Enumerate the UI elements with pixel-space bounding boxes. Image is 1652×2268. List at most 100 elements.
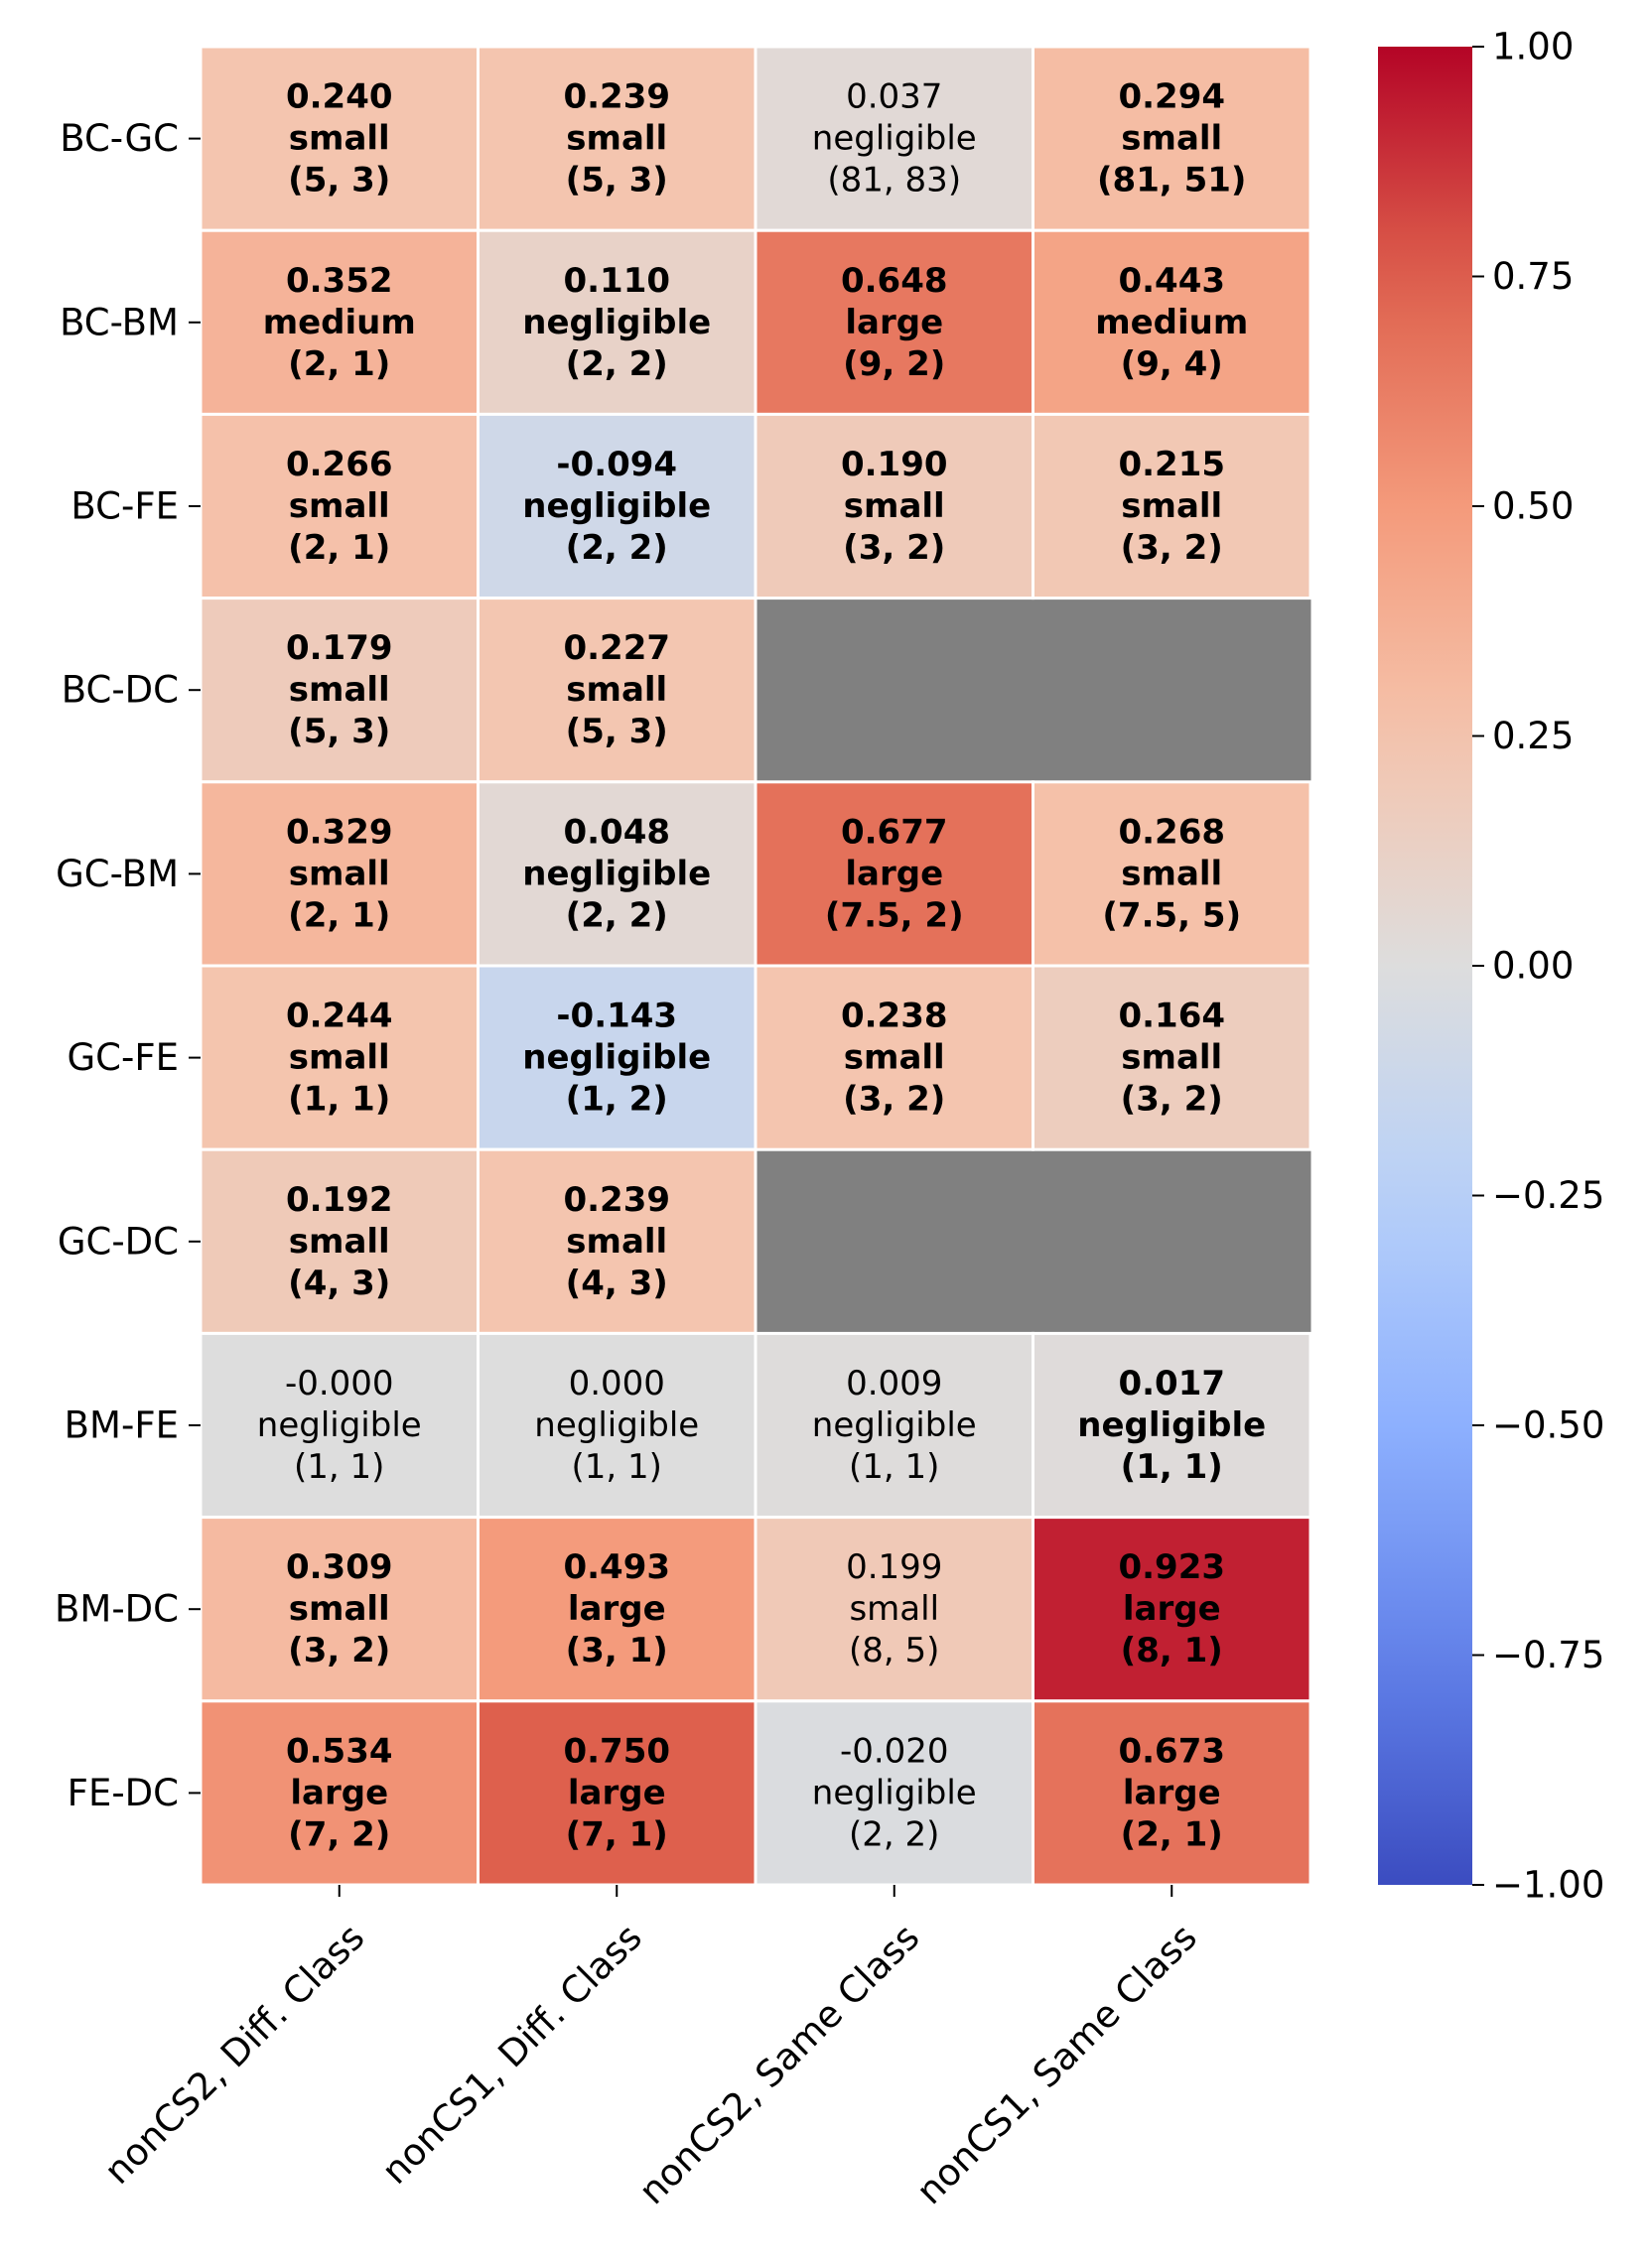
colorbar: 1.00 0.75 0.50 0.25 0.00 −0.25 −0.50 −0.75 −1.00 <box>1378 26 1604 1907</box>
cell-effect-label: large <box>568 1773 666 1812</box>
cell-value-label: 0.000 <box>569 1364 665 1403</box>
cell-fill <box>199 597 480 784</box>
cell-medians-label: (7, 1) <box>566 1814 668 1854</box>
cell-medians-label: (2, 2) <box>566 344 668 384</box>
cell-medians-label: (8, 5) <box>849 1631 939 1670</box>
colorbar-tick-label: 0.00 <box>1492 945 1574 988</box>
cell-value-label: 0.192 <box>286 1180 393 1220</box>
cell-effect-label: negligible <box>522 303 711 342</box>
cell-value-label: 0.294 <box>1118 77 1225 117</box>
cell-value-label: 0.673 <box>1118 1731 1225 1771</box>
cell-medians-label: (1, 1) <box>288 1080 390 1120</box>
cell-effect-label: small <box>1121 119 1222 159</box>
cell-value-label: 0.239 <box>563 1180 670 1220</box>
cell-medians-label: (1, 1) <box>1121 1447 1223 1487</box>
cell-medians-label: (7, 2) <box>288 1814 390 1854</box>
cell-fill <box>1032 228 1312 416</box>
cell-value-label: 0.309 <box>286 1547 393 1587</box>
cell-value-label: 0.009 <box>846 1364 942 1403</box>
row-label-fe-dc: FE-DC <box>68 1772 179 1814</box>
colorbar-tick-label: −0.25 <box>1492 1174 1604 1217</box>
cell-value-label: 0.227 <box>563 628 670 668</box>
cell-value-label: 0.164 <box>1118 997 1225 1036</box>
cell-effect-label: small <box>289 1038 390 1078</box>
cell-effect-label: small <box>289 119 390 159</box>
cell-fill <box>477 1331 757 1520</box>
cell-fill <box>754 1516 1034 1703</box>
cell-effect-label: small <box>566 119 667 159</box>
cell-fill <box>1032 1699 1312 1887</box>
cell-effect-label: large <box>1123 1773 1221 1812</box>
colorbar-tick-label: −0.75 <box>1492 1634 1604 1676</box>
cell-medians-label: (2, 2) <box>849 1814 939 1854</box>
cell-fill <box>1032 780 1312 968</box>
cell-value-label: 0.244 <box>286 997 393 1036</box>
cell-value-label: -0.143 <box>556 997 677 1036</box>
cell-medians-label: (5, 3) <box>566 161 668 200</box>
cell-fill <box>1032 964 1312 1151</box>
cell-medians-label: (4, 3) <box>566 1264 668 1303</box>
cell-medians-label: (1, 1) <box>572 1447 662 1487</box>
cell-fill <box>199 1331 480 1520</box>
cell-fill <box>1032 412 1312 600</box>
row-label-bm-dc: BM-DC <box>55 1588 179 1631</box>
cell-effect-label: small <box>566 670 667 710</box>
cell-value-label: 0.110 <box>563 261 670 301</box>
missing-cell-gc-dc-noncs1-same-class <box>1032 1149 1311 1334</box>
cell-value-label: -0.020 <box>840 1731 949 1771</box>
cell-effect-label: medium <box>1095 303 1248 342</box>
cell-value-label: 0.534 <box>286 1731 393 1771</box>
cell-effect-label: negligible <box>257 1405 422 1445</box>
cell-medians-label: (5, 3) <box>566 712 668 751</box>
cell-value-label: 0.215 <box>1118 445 1225 484</box>
cell-medians-label: (9, 2) <box>843 344 945 384</box>
cell-effect-label: negligible <box>522 1038 711 1078</box>
cell-value-label: 0.493 <box>563 1547 670 1587</box>
cell-medians-label: (7.5, 5) <box>1102 895 1241 935</box>
row-label-gc-dc: GC-DC <box>58 1220 179 1263</box>
cell-fill <box>199 1147 480 1335</box>
colorbar-tick-label: −0.50 <box>1492 1404 1604 1447</box>
row-label-gc-fe: GC-FE <box>67 1036 179 1079</box>
cell-effect-label: negligible <box>522 486 711 526</box>
cell-value-label: 0.352 <box>286 261 393 301</box>
cell-medians-label: (1, 2) <box>566 1080 668 1120</box>
cell-fill <box>477 45 757 232</box>
cell-effect-label: negligible <box>812 1773 977 1812</box>
missing-cell-bc-dc-noncs1-same-class <box>1032 598 1311 783</box>
cell-effect-label: small <box>1121 1038 1222 1078</box>
cell-effect-label: negligible <box>1077 1405 1266 1445</box>
cell-medians-label: (3, 2) <box>1121 528 1223 568</box>
cell-medians-label: (9, 4) <box>1121 344 1223 384</box>
cell-value-label: 0.268 <box>1118 812 1225 852</box>
cell-effect-label: large <box>290 1773 388 1812</box>
cell-medians-label: (2, 2) <box>566 528 668 568</box>
cell-effect-label: negligible <box>534 1405 699 1445</box>
cell-effect-label: small <box>289 486 390 526</box>
cell-value-label: 0.179 <box>286 628 393 668</box>
row-label-bc-bm: BC-BM <box>60 301 179 343</box>
cell-value-label: 0.017 <box>1118 1364 1225 1403</box>
cell-fill <box>754 1699 1034 1887</box>
cell-effect-label: negligible <box>522 854 711 893</box>
cell-value-label: 0.239 <box>563 77 670 117</box>
cell-value-label: 0.266 <box>286 445 393 484</box>
colorbar-tick-label: 1.00 <box>1492 26 1574 68</box>
cell-medians-label: (81, 51) <box>1097 161 1246 200</box>
cell-value-label: 0.048 <box>563 812 670 852</box>
cell-value-label: -0.094 <box>556 445 677 484</box>
